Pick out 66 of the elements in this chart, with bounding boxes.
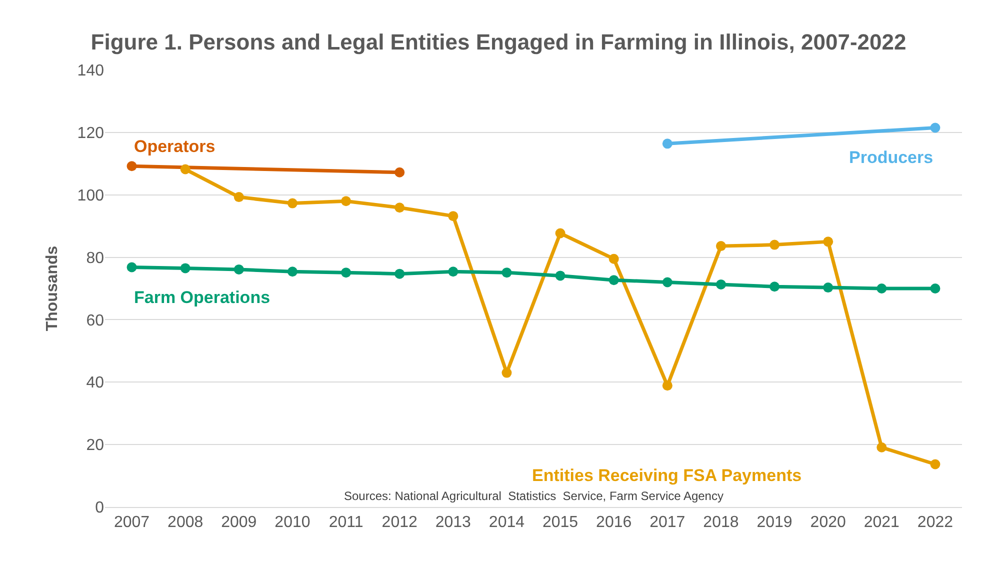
x-tick-label: 2017 — [650, 514, 686, 532]
y-tick-label: 100 — [77, 187, 104, 204]
y-tick-label: 140 — [77, 62, 104, 80]
x-tick-label: 2012 — [382, 514, 418, 532]
point — [662, 138, 672, 149]
x-tick-label: 2016 — [596, 514, 632, 532]
series-label: Farm Operations — [134, 288, 270, 307]
point — [823, 236, 834, 247]
point — [662, 380, 672, 391]
point — [234, 192, 244, 202]
point — [876, 284, 887, 294]
x-tick-label: 2020 — [810, 514, 846, 532]
point — [555, 270, 566, 281]
point — [394, 202, 405, 213]
point — [180, 164, 190, 174]
point — [502, 268, 512, 278]
point — [287, 266, 298, 277]
point — [770, 282, 780, 292]
point — [287, 198, 298, 208]
x-tick-label: 2009 — [221, 514, 257, 532]
y-tick-label: 20 — [86, 437, 104, 454]
x-tick-label: 2019 — [756, 514, 792, 532]
point — [394, 268, 405, 279]
y-axis-title: Thousands — [44, 246, 62, 332]
x-tick-label: 2013 — [435, 514, 472, 532]
point — [234, 264, 244, 274]
chart-title: Figure 1. Persons and Legal Entities Engaged in Farming in Illinois, 2007-2022 — [90, 30, 906, 55]
y-tick-label: 0 — [95, 500, 104, 517]
x-tick-label: 2018 — [703, 514, 739, 532]
x-tick-label: 2014 — [488, 514, 525, 532]
annotation: Sources: National Agricultural Statistics Service, Farm Service Agency — [344, 489, 724, 503]
point — [608, 254, 619, 264]
x-tick-label: 2010 — [274, 514, 310, 532]
point — [448, 211, 458, 222]
y-tick-label: 120 — [77, 125, 104, 142]
y-tick-label: 80 — [86, 250, 104, 267]
point — [770, 240, 780, 250]
point — [555, 228, 566, 238]
point — [823, 282, 834, 293]
x-tick-label: 2022 — [917, 514, 954, 532]
point — [126, 161, 137, 172]
x-tick-label: 2021 — [864, 514, 900, 532]
y-tick-label: 60 — [86, 312, 104, 330]
point — [502, 368, 512, 378]
series-label: Operators — [134, 137, 216, 156]
point — [394, 167, 405, 178]
series-label: Producers — [849, 148, 934, 167]
x-tick-label: 2011 — [328, 514, 364, 532]
x-tick-label: 2007 — [114, 514, 150, 532]
point — [930, 122, 940, 133]
point — [716, 241, 726, 252]
point — [180, 263, 190, 274]
text: Entities Receiving FSA Payments — [532, 466, 802, 485]
point — [341, 268, 352, 278]
point — [662, 277, 672, 288]
y-tick-label: 40 — [86, 374, 104, 392]
point — [448, 266, 458, 277]
point — [716, 279, 726, 290]
point — [126, 262, 137, 272]
point — [608, 275, 619, 286]
point — [341, 196, 352, 206]
x-tick-label: 2008 — [168, 514, 204, 532]
point — [930, 459, 940, 470]
x-tick-label: 2015 — [542, 514, 578, 532]
point — [876, 442, 887, 452]
point — [930, 284, 940, 294]
